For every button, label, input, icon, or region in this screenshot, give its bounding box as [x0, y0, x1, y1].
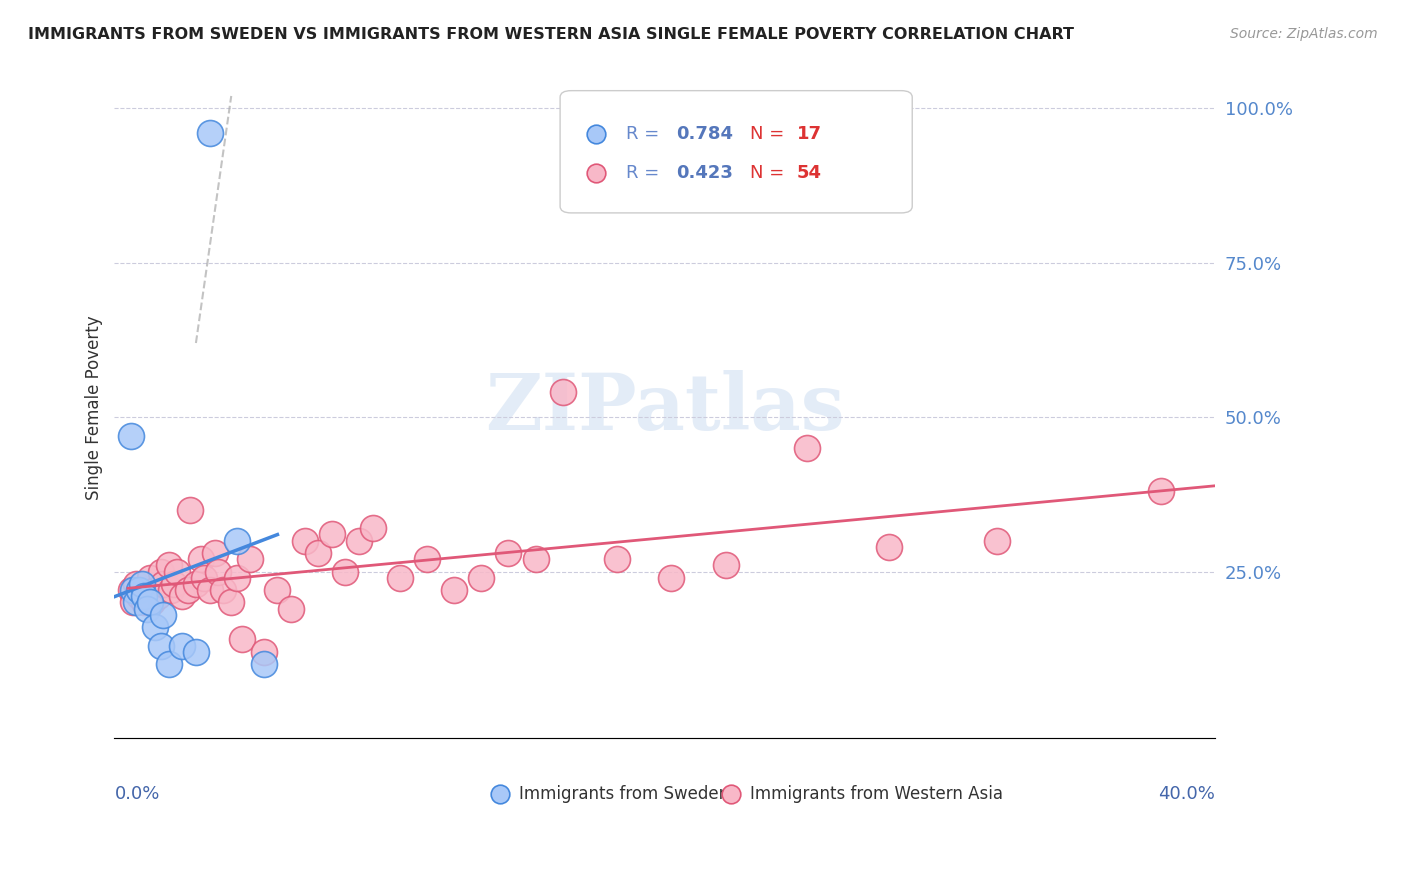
Point: [470, 571, 492, 585]
Point: [134, 595, 156, 609]
Point: [120, 582, 142, 597]
Point: [177, 582, 200, 597]
Point: [606, 552, 628, 566]
Point: [120, 428, 142, 442]
Point: [172, 589, 194, 603]
Point: [416, 552, 439, 566]
Point: [160, 582, 183, 597]
Text: R =: R =: [626, 125, 665, 143]
Point: [219, 595, 242, 609]
Text: 0.423: 0.423: [676, 164, 733, 182]
Point: [1306, 153, 1329, 168]
Point: [321, 527, 343, 541]
Point: [152, 607, 174, 622]
Point: [128, 582, 150, 597]
Point: [307, 546, 329, 560]
Text: Immigrants from Sweden: Immigrants from Sweden: [519, 786, 730, 804]
Point: [253, 645, 276, 659]
Text: 0.784: 0.784: [676, 125, 733, 143]
Point: [231, 632, 253, 647]
Point: [131, 582, 153, 597]
Text: 40.0%: 40.0%: [1159, 785, 1215, 803]
Point: [524, 552, 547, 566]
Point: [266, 582, 288, 597]
Point: [138, 571, 160, 585]
Point: [551, 385, 574, 400]
Text: Source: ZipAtlas.com: Source: ZipAtlas.com: [1230, 27, 1378, 41]
Point: [190, 552, 212, 566]
Point: [149, 565, 172, 579]
Point: [136, 589, 159, 603]
Point: [361, 521, 384, 535]
Point: [204, 546, 226, 560]
Point: [335, 565, 357, 579]
Point: [134, 589, 156, 603]
Point: [157, 657, 180, 672]
Text: 17: 17: [797, 125, 821, 143]
Point: [443, 582, 465, 597]
Point: [125, 595, 148, 609]
Text: 54: 54: [797, 164, 821, 182]
Point: [1067, 772, 1090, 786]
Point: [149, 639, 172, 653]
Point: [225, 571, 247, 585]
Text: IMMIGRANTS FROM SWEDEN VS IMMIGRANTS FROM WESTERN ASIA SINGLE FEMALE POVERTY COR: IMMIGRANTS FROM SWEDEN VS IMMIGRANTS FRO…: [28, 27, 1074, 42]
Point: [172, 639, 194, 653]
Point: [166, 565, 188, 579]
Point: [184, 577, 207, 591]
Point: [986, 533, 1008, 548]
Point: [143, 620, 166, 634]
Point: [152, 577, 174, 591]
Text: Immigrants from Western Asia: Immigrants from Western Asia: [751, 786, 1004, 804]
Text: N =: N =: [751, 125, 790, 143]
Point: [131, 577, 153, 591]
Point: [280, 601, 302, 615]
Point: [138, 595, 160, 609]
Text: ZIPatlas: ZIPatlas: [485, 370, 845, 446]
Text: R =: R =: [626, 164, 665, 182]
Point: [143, 582, 166, 597]
Point: [141, 595, 163, 609]
Text: N =: N =: [751, 164, 790, 182]
Point: [184, 645, 207, 659]
Point: [163, 577, 186, 591]
Text: 0.0%: 0.0%: [114, 785, 160, 803]
Point: [198, 582, 221, 597]
Point: [198, 126, 221, 140]
Point: [388, 571, 411, 585]
Point: [1306, 191, 1329, 205]
Point: [122, 582, 145, 597]
FancyBboxPatch shape: [560, 91, 912, 213]
Point: [128, 589, 150, 603]
Point: [157, 558, 180, 573]
Point: [146, 589, 169, 603]
Point: [661, 571, 683, 585]
Y-axis label: Single Female Poverty: Single Female Poverty: [86, 316, 103, 500]
Point: [225, 533, 247, 548]
Point: [294, 533, 316, 548]
Point: [714, 558, 737, 573]
Point: [207, 565, 229, 579]
Point: [125, 577, 148, 591]
Point: [122, 595, 145, 609]
Point: [179, 502, 201, 516]
Point: [136, 601, 159, 615]
Point: [796, 441, 818, 455]
Point: [498, 546, 520, 560]
Point: [1149, 484, 1171, 499]
Point: [239, 552, 262, 566]
Point: [877, 540, 900, 554]
Point: [253, 657, 276, 672]
Point: [212, 582, 235, 597]
Point: [347, 533, 370, 548]
Point: [193, 571, 215, 585]
